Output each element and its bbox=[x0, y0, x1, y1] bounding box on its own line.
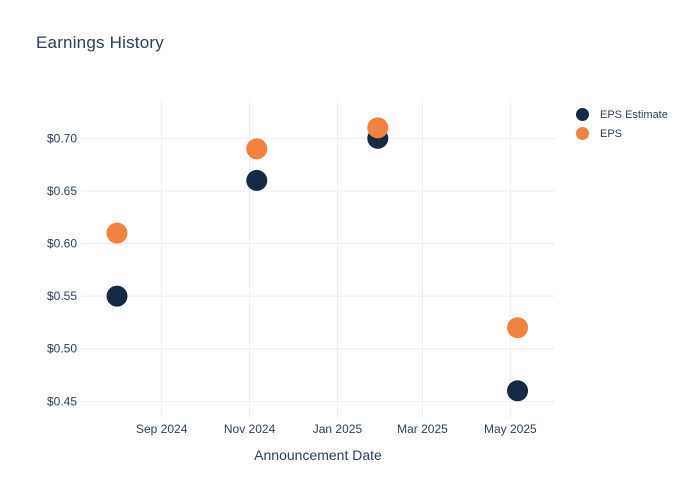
data-point-eps bbox=[367, 117, 389, 139]
legend-marker-icon bbox=[576, 127, 589, 140]
y-tick-label: $0.70 bbox=[47, 131, 77, 145]
y-tick-label: $0.45 bbox=[47, 394, 77, 408]
data-point-eps-estimate bbox=[507, 380, 529, 402]
data-point-eps bbox=[507, 317, 529, 339]
legend-label: EPS bbox=[600, 127, 623, 140]
data-point-eps-estimate bbox=[106, 285, 128, 307]
chart-title: Earnings History bbox=[36, 33, 164, 52]
legend-item-eps-estimate[interactable]: EPS Estimate bbox=[576, 107, 668, 122]
y-tick-label: $0.50 bbox=[47, 342, 77, 356]
data-point-eps bbox=[106, 222, 128, 244]
data-point-eps-estimate bbox=[246, 169, 268, 191]
x-tick-label: Nov 2024 bbox=[224, 422, 276, 436]
y-tick-label: $0.65 bbox=[47, 184, 77, 198]
x-axis-title: Announcement Date bbox=[254, 447, 382, 463]
legend-item-eps[interactable]: EPS bbox=[576, 126, 668, 141]
y-tick-label: $0.55 bbox=[47, 289, 77, 303]
x-tick-label: Jan 2025 bbox=[313, 422, 363, 436]
x-tick-label: Sep 2024 bbox=[136, 422, 188, 436]
legend-label: EPS Estimate bbox=[600, 108, 668, 121]
legend-marker-icon bbox=[576, 108, 589, 121]
data-point-eps bbox=[246, 138, 268, 160]
x-tick-label: Mar 2025 bbox=[397, 422, 448, 436]
y-tick-label: $0.60 bbox=[47, 237, 77, 251]
legend: EPS Estimate EPS bbox=[576, 107, 668, 141]
x-tick-label: May 2025 bbox=[484, 422, 537, 436]
